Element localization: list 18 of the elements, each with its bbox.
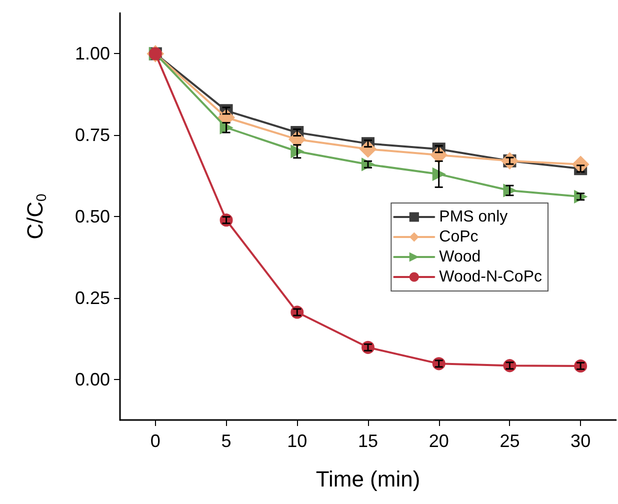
x-tick-label: 15 <box>358 431 378 451</box>
x-tick-label: 30 <box>570 431 591 451</box>
x-tick-label: 10 <box>287 431 308 451</box>
y-tick-label: 0.00 <box>74 369 110 390</box>
legend-label: CoPc <box>439 228 478 246</box>
x-tick-label: 25 <box>500 431 520 451</box>
x-tick-label: 0 <box>150 431 160 451</box>
x-axis-title: Time (min) <box>316 466 420 492</box>
y-tick-label: 0.75 <box>74 125 110 146</box>
x-tick-label: 5 <box>221 431 232 451</box>
y-tick-label: 1.00 <box>74 44 110 64</box>
legend-label: PMS only <box>439 208 508 226</box>
y-tick-label: 0.50 <box>74 206 110 226</box>
x-tick-label: 20 <box>428 431 449 451</box>
y-tick-label: 0.25 <box>74 288 110 308</box>
legend-label: Wood <box>439 248 481 266</box>
legend-label: Wood-N-CoPc <box>439 268 542 286</box>
y-axis-title: C/C0 <box>22 193 49 240</box>
